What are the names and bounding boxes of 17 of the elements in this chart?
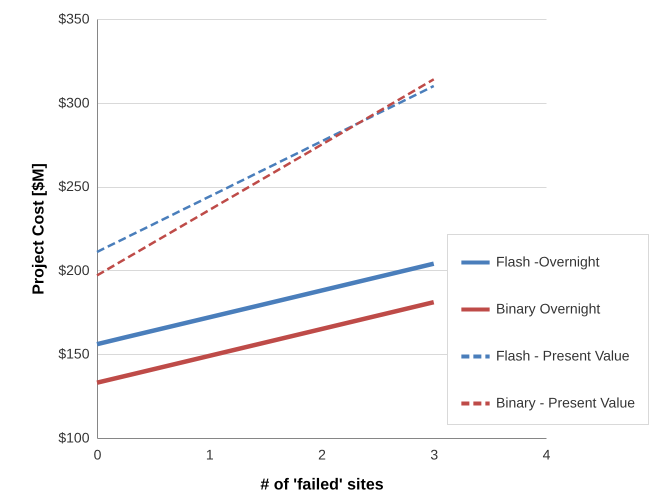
x-axis-title: # of 'failed' sites <box>260 476 384 494</box>
legend-label: Flash - Present Value <box>496 348 630 364</box>
y-axis-title: Project Cost [$M] <box>30 163 48 295</box>
x-tick-label: 1 <box>206 446 214 462</box>
x-tick-label: 2 <box>318 446 326 462</box>
y-tick-label: $200 <box>58 262 90 278</box>
y-tick-label: $300 <box>58 94 90 110</box>
legend-label: Binary Overnight <box>496 300 600 316</box>
y-tick-label: $100 <box>58 430 90 446</box>
y-tick-label: $250 <box>58 178 90 194</box>
legend-label: Binary - Present Value <box>496 394 636 410</box>
x-tick-label: 3 <box>430 446 438 462</box>
x-tick-label: 0 <box>94 446 102 462</box>
y-tick-label: $150 <box>58 346 90 362</box>
x-tick-label: 4 <box>542 446 551 462</box>
legend-label: Flash -Overnight <box>496 254 600 270</box>
y-tick-label: $350 <box>58 10 90 26</box>
